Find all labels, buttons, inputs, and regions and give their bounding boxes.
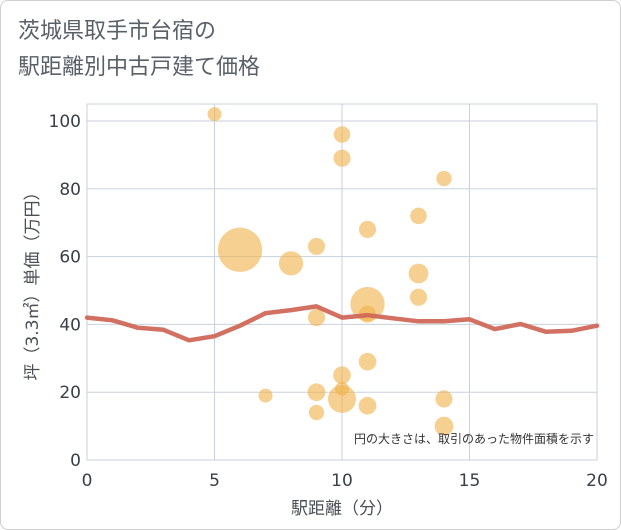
grid: [86, 103, 598, 461]
bubble-point: [358, 352, 377, 371]
bubble-point: [307, 309, 326, 327]
bubble-point: [409, 288, 428, 306]
bubble-point: [333, 149, 351, 167]
bubble-point: [436, 170, 452, 187]
y-tick-label: 60: [59, 248, 81, 268]
y-tick-label: 80: [59, 180, 81, 200]
bubble-point: [328, 384, 356, 413]
x-tick-label: 0: [82, 471, 93, 491]
bubble-point: [307, 383, 326, 402]
y-axis-label: 坪（3.3㎡）単価（万円）: [23, 183, 43, 380]
bubble-point: [434, 416, 454, 436]
bubble-layer: [207, 107, 454, 436]
bubble-point: [410, 207, 427, 225]
y-tick-label: 100: [49, 112, 81, 132]
bubble-point: [435, 390, 453, 408]
x-tick-label: 20: [586, 471, 608, 491]
bubble-point: [350, 286, 385, 322]
x-tick-label: 5: [209, 471, 220, 491]
bubble-point: [358, 396, 377, 415]
bubble-point: [333, 126, 351, 143]
y-tick-label: 20: [59, 383, 81, 403]
chart-title-line-2: 駅距離別中古戸建て価格: [18, 55, 261, 80]
x-tick-label: 10: [331, 471, 353, 491]
bubble-point: [258, 388, 273, 403]
x-axis-label: 駅距離（分）: [291, 499, 393, 519]
bubble-point: [333, 366, 351, 385]
average-price-line: [84, 304, 600, 343]
chart-title-line-1: 茨城県取手市台宿の: [18, 19, 217, 44]
average-line-layer: [84, 304, 600, 343]
chart-title: 茨城県取手市台宿の 駅距離別中古戸建て価格: [18, 14, 260, 86]
x-tick-label: 15: [459, 471, 481, 491]
bubble-point: [217, 227, 263, 272]
y-tick-label: 0: [70, 451, 81, 471]
bubble-point: [358, 220, 377, 239]
bubble-point: [307, 237, 326, 255]
bubble-point: [278, 251, 304, 276]
bubble-point: [207, 107, 222, 122]
bubble-point: [308, 404, 325, 421]
tick-labels: 0 5 10 15 20 0 20 40 60 80 100: [49, 112, 608, 491]
y-tick-label: 40: [59, 315, 81, 335]
plot-border: [86, 103, 598, 461]
bubble-point: [408, 263, 429, 284]
size-note: 円の大きさは、取引のあった物件面積を示す: [354, 431, 594, 446]
